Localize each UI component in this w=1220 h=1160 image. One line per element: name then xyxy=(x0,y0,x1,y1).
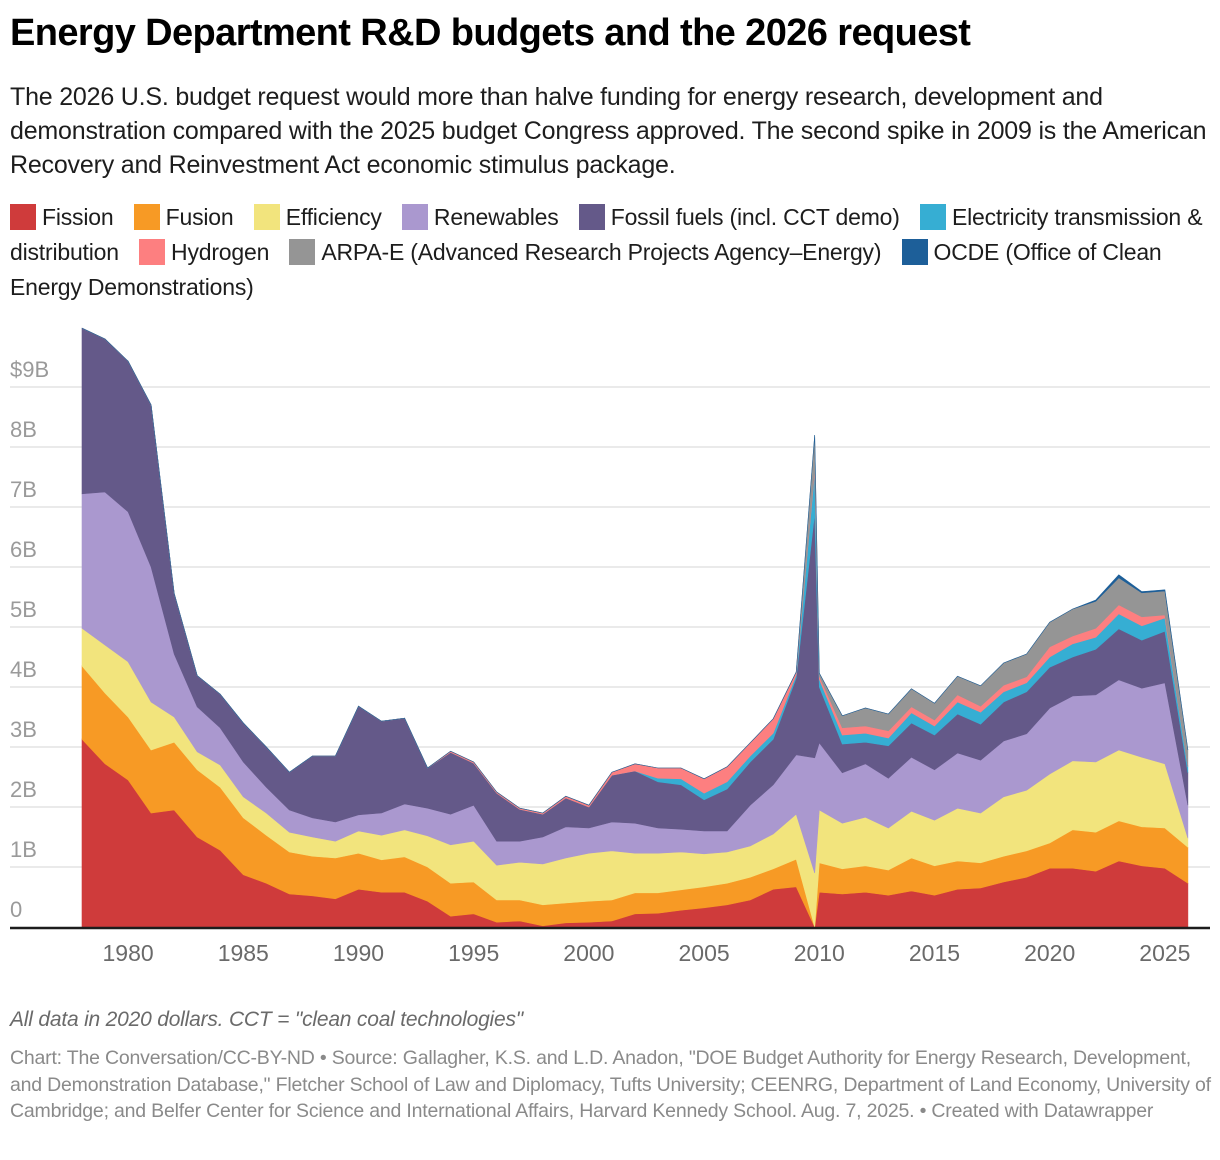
legend-item-hydrogen: Hydrogen xyxy=(139,239,269,265)
chart-subtitle: The 2026 U.S. budget request would more … xyxy=(10,83,1207,179)
legend-label: Renewables xyxy=(433,204,559,230)
y-tick-label: 4B xyxy=(10,657,37,682)
legend-item-arpa-e: ARPA-E (Advanced Research Projects Agenc… xyxy=(289,239,882,265)
legend-label: Fossil fuels (incl. CCT demo) xyxy=(610,204,900,230)
y-tick-label: 6B xyxy=(10,537,37,562)
legend-item-fossil-fuels: Fossil fuels (incl. CCT demo) xyxy=(578,204,900,230)
legend-swatch xyxy=(133,204,160,230)
y-tick-label: 1B xyxy=(10,837,37,862)
legend-swatch xyxy=(578,204,605,230)
legend-label: Fission xyxy=(42,204,114,230)
y-tick-label: 8B xyxy=(10,417,37,442)
legend-label: Efficiency xyxy=(285,204,382,230)
area-series xyxy=(81,327,1189,929)
legend-swatch xyxy=(919,204,946,230)
legend-swatch xyxy=(10,204,36,230)
legend-item-fission: Fission xyxy=(10,204,114,230)
legend: Fission Fusion Efficiency Renewables Fos… xyxy=(10,200,1215,305)
x-tick-label: 2015 xyxy=(909,940,960,966)
axes: 0 1B 2B 3B 4B 5B 6B 7B 8B $9B 1980 1985 1990 1995 2000… xyxy=(10,357,1210,966)
x-tick-label: 1995 xyxy=(448,940,499,966)
y-tick-label: 3B xyxy=(10,717,37,742)
area-ocde xyxy=(81,327,1189,814)
legend-item-efficiency: Efficiency xyxy=(253,204,382,230)
legend-item-ocde: OCDE (Office of Clean Energy Demonstrati… xyxy=(10,239,1162,300)
x-tick-label: 2000 xyxy=(563,940,614,966)
y-tick-label: 0 xyxy=(10,897,22,922)
chart-source: Chart: The Conversation/CC-BY-ND • Sourc… xyxy=(10,1047,1211,1122)
legend-item-electricity-transmission-distribution: Electricity transmission & distribution xyxy=(10,204,1203,265)
legend-swatch xyxy=(401,204,428,230)
legend-item-fusion: Fusion xyxy=(133,204,234,230)
x-tick-label: 2005 xyxy=(678,940,729,966)
legend-swatch xyxy=(901,239,928,265)
chart-notes: All data in 2020 dollars. CCT = "clean c… xyxy=(10,1008,524,1031)
y-tick-label: 2B xyxy=(10,777,37,802)
x-tick-label: 2020 xyxy=(1024,940,1075,966)
x-tick-label: 1985 xyxy=(218,940,269,966)
legend-label: Hydrogen xyxy=(171,239,270,265)
legend-label: Fusion xyxy=(165,204,234,230)
x-tick-label: 1990 xyxy=(333,940,384,966)
legend-item-renewables: Renewables xyxy=(401,204,559,230)
legend-label: OCDE (Office of Clean Energy Demonstrati… xyxy=(10,239,1162,300)
chart-title: Energy Department R&D budgets and the 20… xyxy=(10,12,971,54)
x-tick-label: 1980 xyxy=(102,940,153,966)
legend-label: Electricity transmission & distribution xyxy=(10,204,1203,265)
x-tick-label: 2025 xyxy=(1139,940,1190,966)
y-tick-label: 5B xyxy=(10,597,37,622)
stacked-area-chart: 0 1B 2B 3B 4B 5B 6B 7B 8B $9B 1980 1985 1990 1995 2000… xyxy=(10,327,1210,966)
legend-label: ARPA-E (Advanced Research Projects Agenc… xyxy=(321,239,882,265)
legend-swatch xyxy=(289,239,316,265)
legend-swatch xyxy=(253,204,280,230)
legend-swatch xyxy=(139,239,166,265)
y-tick-label: $9B xyxy=(10,357,49,382)
x-tick-label: 2010 xyxy=(794,940,845,966)
y-tick-label: 7B xyxy=(10,477,37,502)
